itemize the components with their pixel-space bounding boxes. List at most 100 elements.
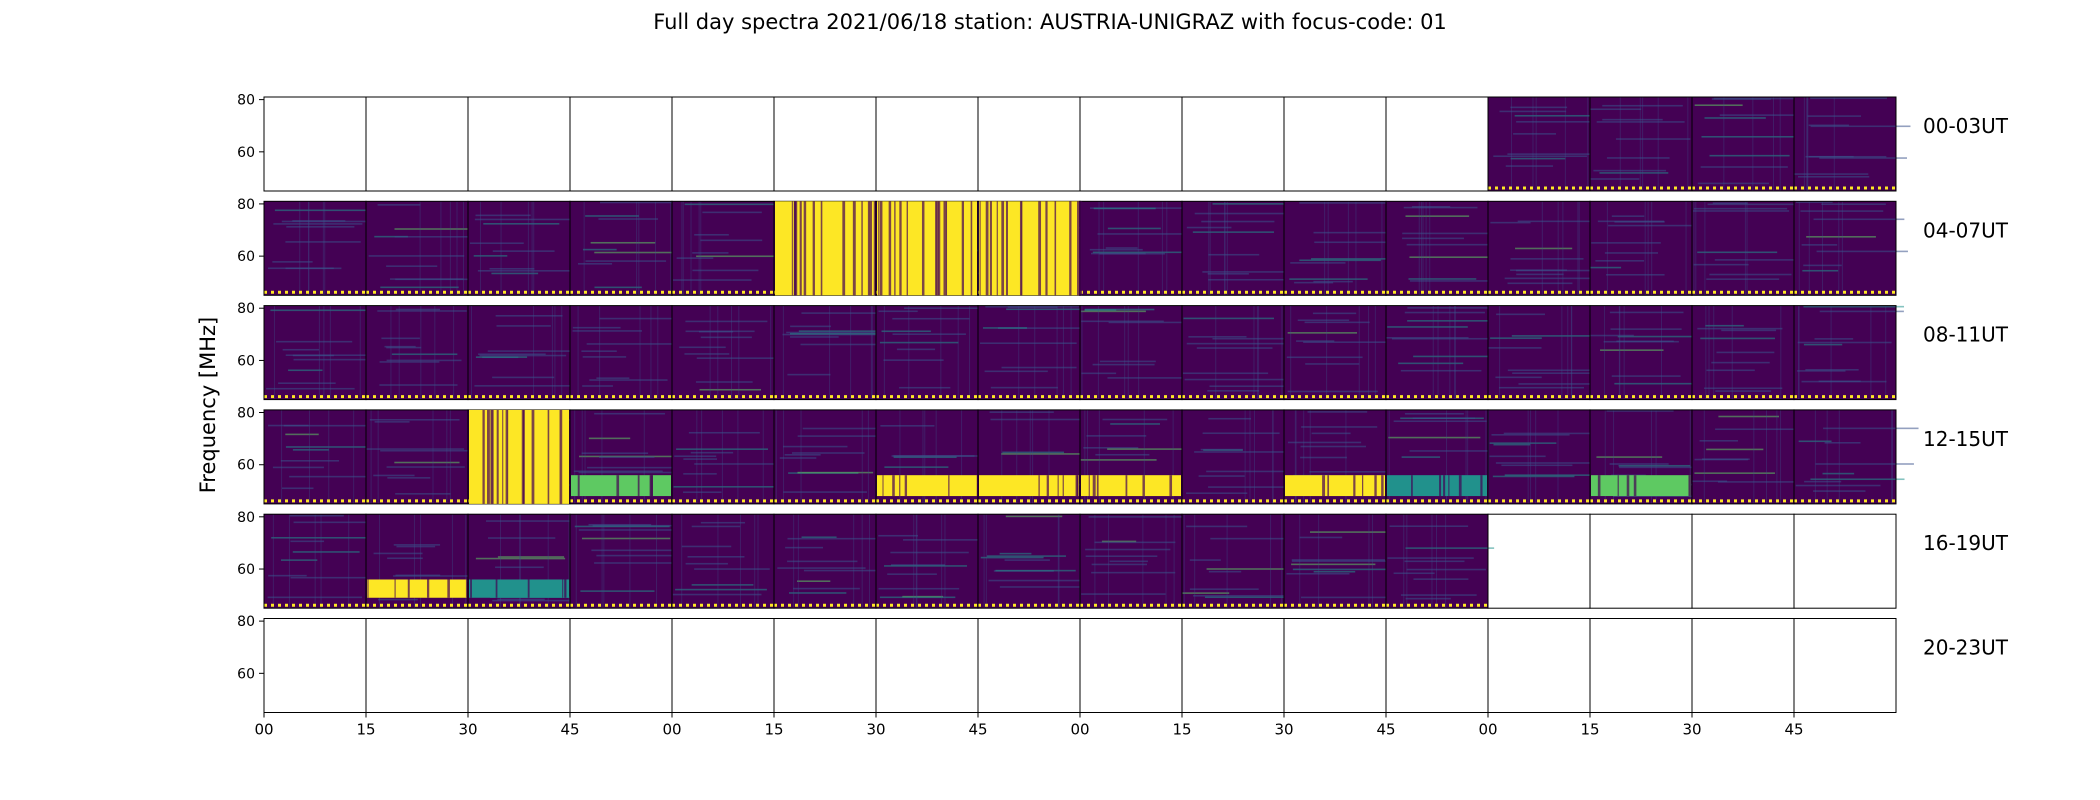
time-streak [1098,201,1100,296]
rfi-line [676,257,714,259]
rfi-line [267,267,334,270]
rfi-line [1616,340,1674,343]
rfi-line [1386,337,1469,339]
rfi-line [1797,175,1870,178]
time-streak [915,514,917,609]
rfi-line [387,557,423,560]
burst-streak [616,475,620,497]
panel-frame [1283,96,1387,192]
panel-frame [1691,618,1795,713]
rfi-line [1407,320,1500,322]
burst-streak [490,409,493,504]
time-streak [1571,305,1573,400]
row-label: 20-23UT [1923,636,2009,660]
time-streak [1798,201,1800,296]
burst-streak [869,201,872,296]
time-streak [329,305,331,400]
rfi-line [289,514,344,517]
rfi-line [1824,441,1861,444]
rfi-line [1797,370,1846,372]
rfi-line [1721,329,1777,332]
rfi-line [1299,202,1401,204]
rfi-line [1808,124,1849,127]
rfi-line [782,445,848,448]
time-streak [1381,201,1383,296]
rfi-line [386,265,438,267]
rfi-line [1815,463,1914,465]
spectrum-panel [1692,201,1794,296]
time-streak [783,409,785,504]
rfi-line [1388,436,1481,439]
rfi-line [598,456,655,458]
time-streak [1403,514,1405,609]
time-streak [775,409,777,504]
time-streak [1172,409,1174,504]
time-streak [1018,305,1020,400]
rfi-line [387,477,431,479]
time-streak [696,409,698,504]
time-streak [1606,201,1608,296]
time-streak [574,409,576,504]
time-streak [1166,201,1168,296]
time-streak [1693,201,1695,296]
panel-frame [1793,96,1897,192]
rfi-line [1110,423,1160,425]
time-streak [717,305,719,400]
time-streak [479,201,481,296]
y-tick-label: 60 [237,666,255,682]
rfi-line [690,451,734,454]
burst-streak [470,579,472,598]
rfi-line [1208,253,1260,256]
time-streak [519,514,521,609]
time-streak [690,201,692,296]
y-tick-label: 60 [237,458,255,474]
rfi-line [998,327,1088,329]
panel-frame [671,618,775,713]
rfi-line [1517,220,1600,223]
time-streak [1272,409,1274,504]
time-streak [656,514,658,609]
rfi-line [1309,531,1396,533]
rfi-line [373,552,423,555]
time-streak [1541,201,1543,296]
time-streak [721,409,723,504]
time-streak [413,514,415,609]
burst-streak [899,201,902,296]
rfi-line [1209,385,1300,388]
time-streak [328,409,330,504]
panel-frame [1691,513,1795,609]
rfi-line [892,317,970,320]
time-streak [1779,97,1781,191]
rfi-line [581,452,649,455]
time-streak [1567,305,1569,400]
rfi-line [489,268,535,270]
rfi-line [1105,247,1138,249]
rfi-line [1796,201,1833,203]
burst-streak [1079,201,1083,296]
time-streak [737,409,739,504]
rfi-line [1694,472,1775,474]
time-streak [1253,305,1255,400]
time-streak [1345,409,1347,504]
rfi-line [681,545,732,548]
rfi-line [1713,97,1804,100]
time-streak [561,305,563,400]
rfi-line [1206,470,1296,473]
x-tick-label: 45 [968,721,987,739]
rfi-line [1693,207,1788,210]
rfi-line [1697,182,1770,185]
rfi-line [1183,317,1275,320]
time-streak [353,409,355,504]
rfi-line [1398,362,1464,365]
rfi-line [896,348,936,351]
x-tick-label: 45 [1376,721,1395,739]
burst-streak [547,409,550,504]
rfi-line [1490,337,1542,339]
rfi-line [1314,241,1414,244]
time-streak [1244,409,1246,504]
burst-streak [1057,475,1059,497]
time-streak [1822,201,1824,296]
rfi-line [789,332,880,335]
time-streak [1299,514,1301,609]
time-streak [1058,514,1060,609]
